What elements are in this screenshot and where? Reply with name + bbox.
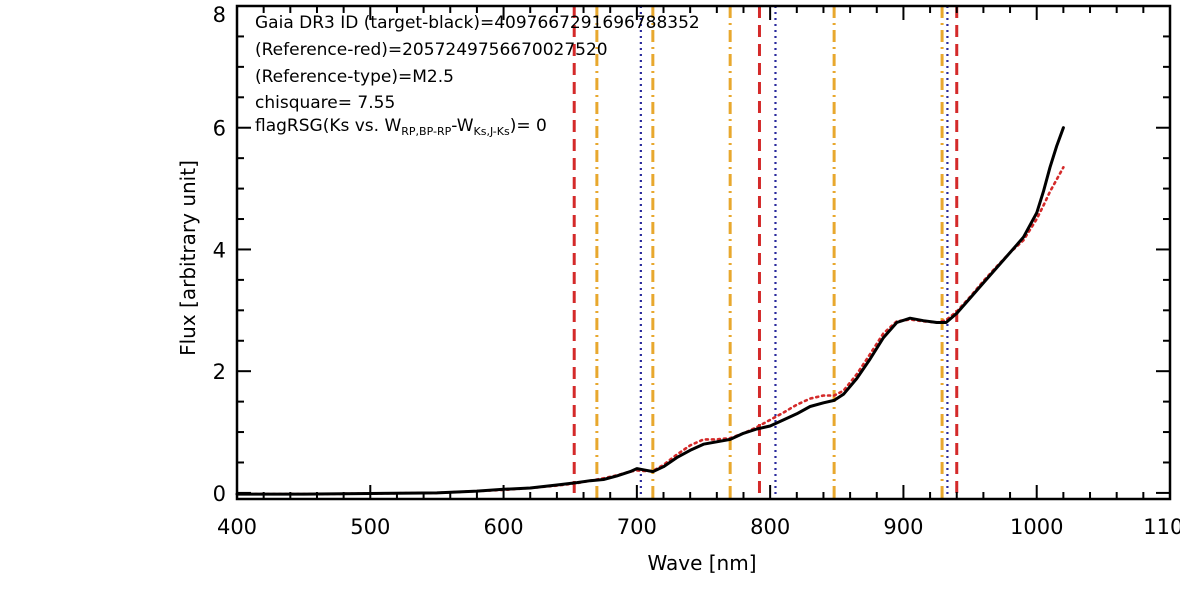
x-tick-label: 600: [484, 515, 524, 539]
x-axis-title: Wave [nm]: [647, 551, 756, 575]
vertical-lines: [572, 6, 959, 499]
y-tick-label: 4: [213, 238, 226, 262]
x-tick-label: 900: [883, 515, 923, 539]
annotation-chisquare: chisquare= 7.55: [255, 93, 395, 113]
y-tick-label: 2: [213, 360, 226, 384]
flag-rsg-mid: -W: [451, 116, 473, 136]
x-tick-label: 800: [750, 515, 790, 539]
y-tick-label: 0: [213, 482, 226, 506]
x-tick-label: 400: [217, 515, 257, 539]
annotation-reference-type: (Reference-type)=M2.5: [255, 67, 454, 87]
flag-rsg-sub2: Ks,J-Ks: [474, 125, 510, 138]
x-tick-label: 700: [617, 515, 657, 539]
flag-rsg-sub1: RP,BP-RP: [401, 125, 451, 138]
annotation-flag-rsg: flagRSG(Ks vs. WRP,BP-RP-WKs,J-Ks)= 0: [255, 116, 547, 138]
y-tick-label: 8: [213, 3, 226, 27]
annotation-reference-red: (Reference-red)=2057249756670027520: [255, 40, 608, 60]
flag-rsg-suffix: )= 0: [510, 116, 547, 136]
series-line-1: [235, 166, 1065, 496]
plot-frame: [235, 4, 1172, 501]
flag-rsg-prefix: flagRSG(Ks vs. W: [255, 116, 401, 136]
annotation-block: Gaia DR3 ID (target-black)=4097667291696…: [255, 13, 700, 138]
x-tick-label: 500: [350, 515, 390, 539]
annotation-gaia-id: Gaia DR3 ID (target-black)=4097667291696…: [255, 13, 700, 33]
x-tick-label: 1000: [1010, 515, 1063, 539]
y-tick-label: 6: [213, 117, 226, 141]
series-line-0: [235, 126, 1065, 496]
series-layer: [235, 126, 1065, 496]
y-axis-title: Flux [arbitrary unit]: [176, 160, 200, 356]
